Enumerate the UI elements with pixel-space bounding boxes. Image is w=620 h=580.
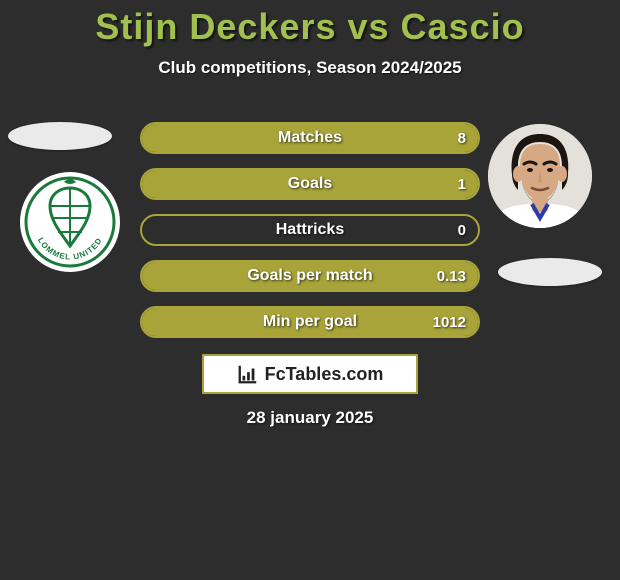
stat-value-right: 0.13 xyxy=(437,268,466,285)
right-player-ellipse xyxy=(498,258,602,286)
stat-value-right: 8 xyxy=(458,130,466,147)
left-player-ellipse xyxy=(8,122,112,150)
stat-label: Min per goal xyxy=(263,313,357,331)
stat-label: Matches xyxy=(278,129,342,147)
player-photo-icon xyxy=(488,124,592,228)
stat-label: Hattricks xyxy=(276,221,344,239)
footer-date: 28 january 2025 xyxy=(0,408,620,428)
stat-label: Goals per match xyxy=(247,267,372,285)
page-title: Stijn Deckers vs Cascio xyxy=(0,0,620,48)
right-player-avatar xyxy=(488,124,592,228)
stats-container: Matches 8 Goals 1 Hattricks 0 Goals per match 0… xyxy=(140,122,480,352)
stat-row: Min per goal 1012 xyxy=(140,306,480,338)
stat-value-right: 1012 xyxy=(433,314,466,331)
stat-row: Goals per match 0.13 xyxy=(140,260,480,292)
stat-row: Goals 1 xyxy=(140,168,480,200)
club-crest-icon: LOMMEL UNITED xyxy=(20,172,120,272)
stat-row: Hattricks 0 xyxy=(140,214,480,246)
stat-value-right: 0 xyxy=(458,222,466,239)
stat-label: Goals xyxy=(288,175,332,193)
left-club-badge: LOMMEL UNITED xyxy=(20,172,120,272)
subtitle: Club competitions, Season 2024/2025 xyxy=(0,58,620,78)
watermark-label: FcTables.com xyxy=(265,364,384,385)
stat-value-right: 1 xyxy=(458,176,466,193)
stat-row: Matches 8 xyxy=(140,122,480,154)
chart-icon xyxy=(237,363,259,385)
watermark-badge: FcTables.com xyxy=(202,354,418,394)
